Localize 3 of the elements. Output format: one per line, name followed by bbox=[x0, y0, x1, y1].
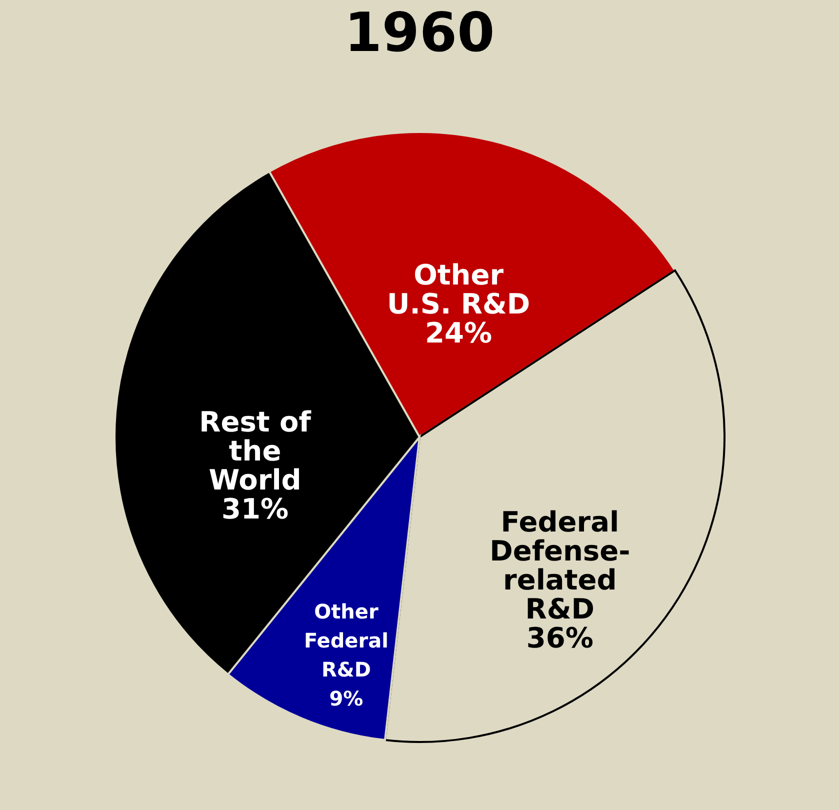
data-label: 9% bbox=[329, 686, 364, 710]
slice-label: Other Federal R&D bbox=[304, 599, 388, 682]
chart-title: 1960 bbox=[344, 1, 495, 64]
